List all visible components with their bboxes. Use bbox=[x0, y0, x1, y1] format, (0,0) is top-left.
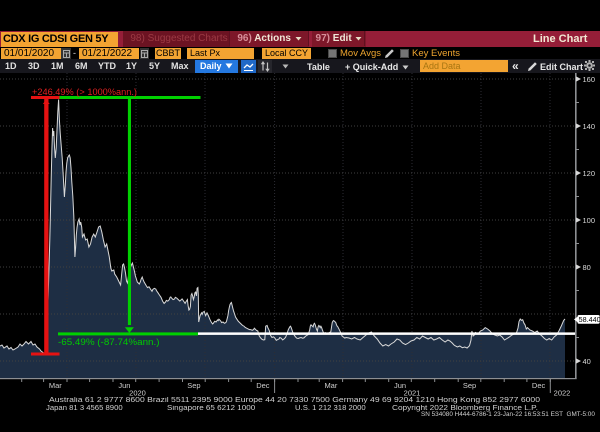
svg-text:140: 140 bbox=[583, 122, 596, 131]
svg-text:Jun: Jun bbox=[394, 381, 406, 390]
svg-text:Mar: Mar bbox=[324, 381, 337, 390]
svg-text:Mar: Mar bbox=[49, 381, 62, 390]
svg-text:-65.49% (-87.74%ann.): -65.49% (-87.74%ann.) bbox=[58, 337, 160, 347]
svg-text:Jun: Jun bbox=[118, 381, 130, 390]
svg-text:120: 120 bbox=[583, 169, 596, 178]
svg-text:58.440: 58.440 bbox=[579, 315, 600, 324]
svg-text:2022: 2022 bbox=[554, 389, 571, 398]
svg-text:40: 40 bbox=[583, 357, 591, 366]
svg-text:80: 80 bbox=[583, 263, 591, 272]
svg-text:2020: 2020 bbox=[129, 389, 146, 398]
svg-text:100: 100 bbox=[583, 216, 596, 225]
svg-text:2021: 2021 bbox=[404, 389, 421, 398]
svg-text:160: 160 bbox=[583, 75, 596, 84]
svg-text:Dec: Dec bbox=[256, 381, 270, 390]
svg-text:Dec: Dec bbox=[532, 381, 546, 390]
svg-text:+246.49% (> 1000%ann.): +246.49% (> 1000%ann.) bbox=[32, 87, 137, 97]
svg-text:Sep: Sep bbox=[187, 381, 200, 390]
svg-text:Sep: Sep bbox=[463, 381, 476, 390]
